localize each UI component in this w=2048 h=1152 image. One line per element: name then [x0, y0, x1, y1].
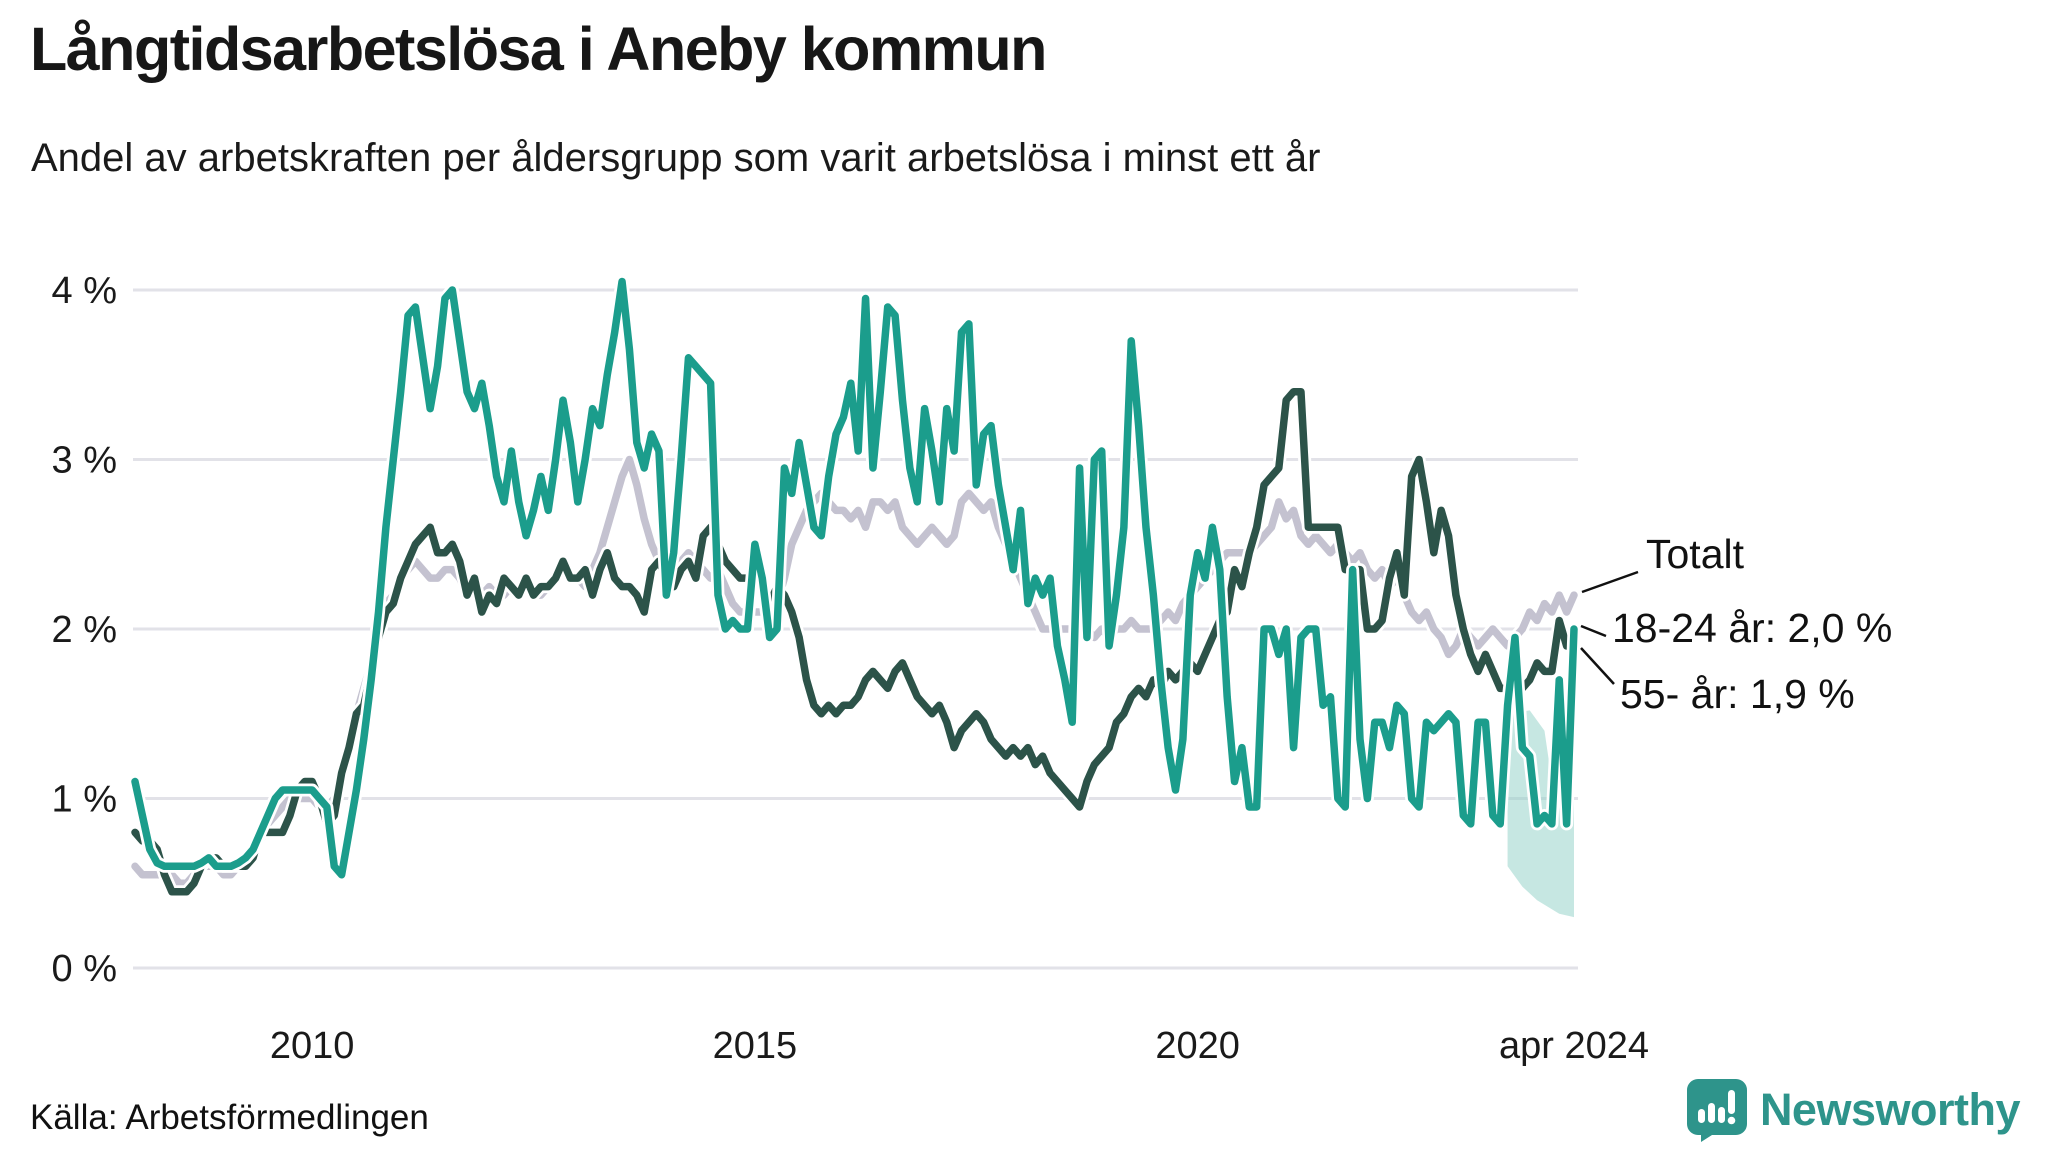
series-annotations: Totalt 18-24 år: 2,0 % 55- år: 1,9 %	[1580, 531, 1892, 717]
annotation-leader-line	[1580, 624, 1607, 638]
source-note: Källa: Arbetsförmedlingen	[30, 1098, 429, 1137]
gridlines: 0 % 1 % 2 % 3 % 4 %	[52, 270, 1578, 990]
chart-subtitle: Andel av arbetskraften per åldersgrupp s…	[31, 136, 1321, 180]
line-casing	[128, 275, 1581, 882]
annotation-leader-line	[1580, 647, 1615, 685]
page-title: Långtidsarbetslösa i Aneby kommun	[30, 15, 1047, 83]
y-tick-label: 1 %	[52, 779, 117, 821]
annotation-label: Totalt	[1646, 531, 1745, 577]
newsworthy-logo-icon	[1686, 1079, 1747, 1142]
newsworthy-logo-text: Newsworthy	[1759, 1084, 2021, 1135]
y-tick-label: 2 %	[52, 609, 117, 651]
annotation-leader-line	[1581, 570, 1639, 594]
x-tick-label: apr 2024	[1499, 1025, 1649, 1067]
annotation-label: 18-24 år: 2,0 %	[1612, 605, 1892, 651]
newsworthy-logo: Newsworthy	[1686, 1078, 2021, 1142]
y-tick-label: 3 %	[52, 440, 117, 482]
line-stroke	[131, 277, 1578, 879]
x-tick-label: 2010	[270, 1025, 355, 1067]
x-tick-label: 2020	[1155, 1025, 1240, 1067]
uncertainty-band	[1507, 637, 1574, 918]
y-tick-label: 0 %	[52, 948, 117, 990]
logo-bars-icon	[1697, 1090, 1736, 1125]
logo-bubble-shape	[1686, 1079, 1747, 1142]
x-tick-label: 2015	[713, 1025, 798, 1067]
x-axis-labels: 2010 2015 2020 apr 2024	[270, 1025, 1649, 1067]
series-line-18-24-r	[128, 275, 1581, 882]
annotation-label: 55- år: 1,9 %	[1620, 671, 1855, 717]
y-tick-label: 4 %	[52, 270, 117, 312]
